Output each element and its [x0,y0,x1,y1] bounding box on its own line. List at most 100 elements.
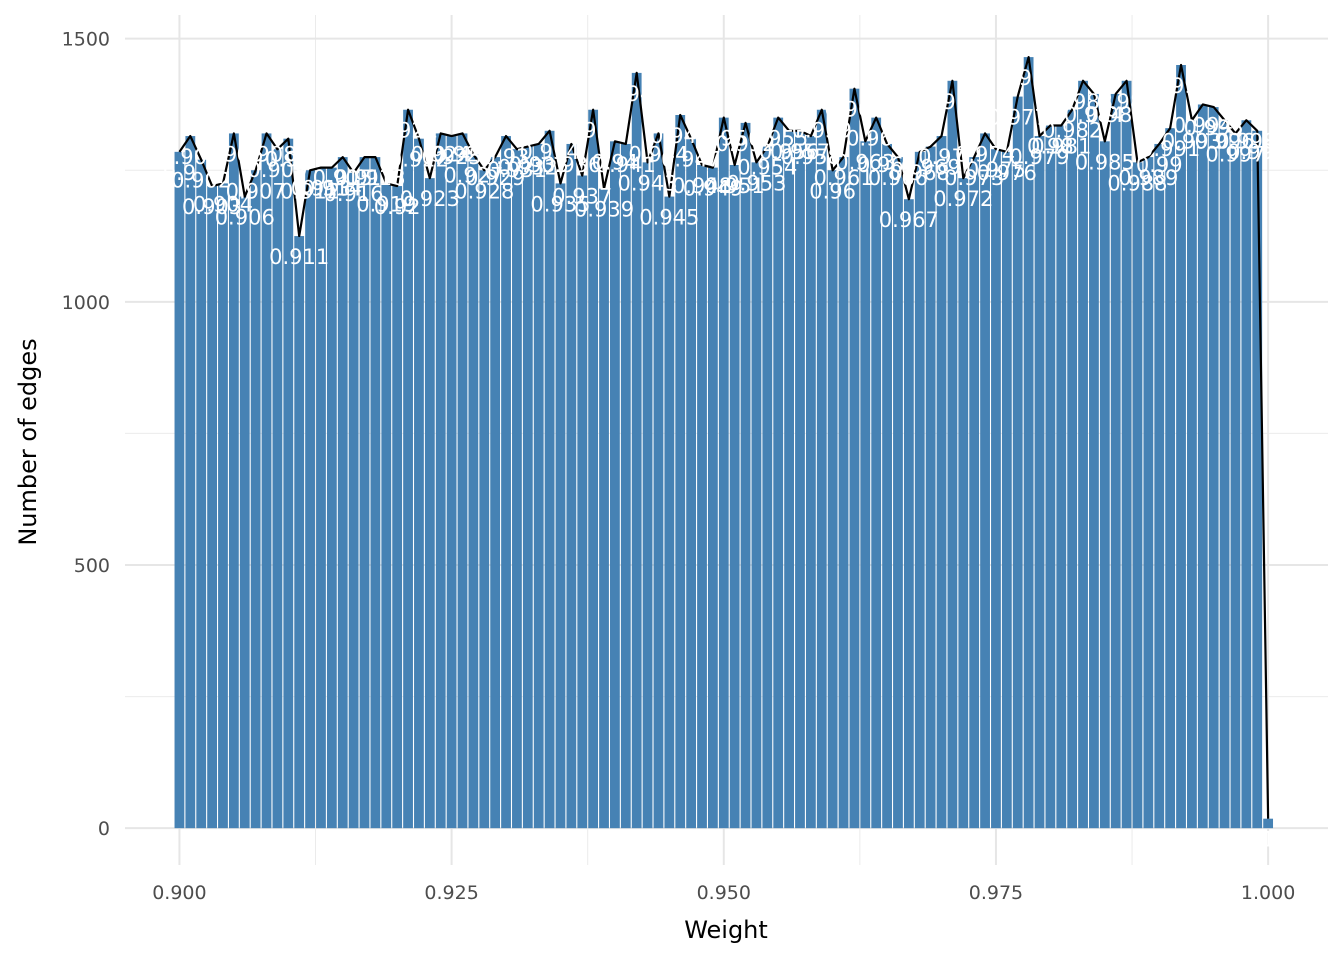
bar [424,178,435,829]
bar-label: 0.989 [1118,166,1178,190]
bar-label: 0.945 [639,206,699,230]
bar [729,165,740,829]
bar [218,183,228,829]
bar [239,196,250,829]
bar [577,175,588,829]
bar [1143,157,1154,829]
bar-label: 0.998 [1216,129,1276,153]
bar [250,170,261,829]
bar [1089,93,1099,829]
bar-label: 0.995 [1184,116,1244,140]
bar-label: 0.992 [1151,74,1211,98]
bar-label: 0.932 [498,156,558,180]
bar [969,157,980,829]
bar [816,109,827,829]
bar [1132,162,1143,829]
bar [903,199,914,829]
bar-label: 0.965 [857,153,917,177]
bar-label: 0.976 [977,161,1037,185]
bar-label: 0.9 [163,161,196,185]
bar-label: 0.921 [378,119,438,143]
bar-label: 0.934 [520,140,580,164]
x-tick-label: 0.975 [969,882,1023,904]
bar [533,143,544,829]
bar [653,133,664,829]
bar-label: 0.974 [955,142,1015,166]
bar-label: 0.988 [1107,171,1167,195]
bar-label: 0.968 [890,161,950,185]
bar-label: 0.98 [1027,135,1074,159]
bar [740,122,751,829]
bar [871,117,882,829]
bar [1208,107,1219,829]
bar [1154,143,1165,829]
bar [544,130,555,829]
bar-label: 0.967 [879,208,939,232]
bar-label: 0.943 [618,171,678,195]
bar-labels-layer: 0.90.9010.9020.9030.9040.9050.9060.9070.… [160,66,1287,852]
bar-label: 0.991 [1140,137,1200,161]
bar-label: 0.972 [933,187,993,211]
y-axis-title: Number of edges [14,338,42,545]
bar [1197,104,1208,829]
bar [1165,128,1176,829]
x-tick-label: 0.900 [152,882,206,904]
bar [751,162,762,829]
bar [1067,109,1078,829]
bar [707,167,718,829]
bar [207,186,217,829]
x-tick-label: 0.925 [424,882,478,904]
bar [501,136,511,829]
bar-label: 0.93 [483,145,530,169]
bar-label: 0.912 [280,179,340,203]
bar-label: 0.931 [487,158,547,182]
bar-label: 0.986 [1086,103,1146,127]
bar-label: 0.979 [1009,145,1069,169]
bar [555,183,566,829]
bar-label: 0.994 [1173,113,1233,137]
bar [610,141,620,829]
x-axis-title: Weight [684,916,768,944]
bar [893,157,903,829]
bar-label: 0.983 [1053,90,1113,114]
bar [718,117,729,829]
bar-label: 0.905 [204,142,264,166]
x-tick-label: 1.000 [1241,882,1295,904]
bar-label: 0.908 [236,142,296,166]
y-axis-ticks: 0 500 1000 1500 [62,29,110,840]
bar-label: 0.933 [509,153,569,177]
bar [566,143,577,829]
bar-label: 0.961 [813,166,873,190]
bar-label: 0.953 [726,171,786,195]
bar [1012,96,1023,829]
bar-label: 0.903 [182,195,242,219]
bar [1001,151,1012,829]
bar-label: 0.956 [759,140,819,164]
bar-label: 0.946 [650,124,710,148]
bar-label: 0.954 [737,156,797,180]
bar [697,165,707,829]
bar-label: 1 [1261,828,1274,852]
bar-label: 0.966 [868,166,928,190]
bar [1230,133,1241,829]
bar-label: 0.925 [422,145,482,169]
trend-line [178,56,1270,819]
bar-label: 0.923 [400,187,460,211]
bar-label: 0.964 [846,127,906,151]
bar-label: 0.911 [269,245,329,269]
bar-label: 0.907 [226,179,286,203]
bar [326,167,337,829]
bar [762,146,773,829]
bar-label: 0.928 [454,179,514,203]
bar-label: 0.975 [966,158,1026,182]
bar [936,136,947,829]
bar [1241,120,1252,829]
bar-label: 0.914 [302,177,362,201]
bar-label: 0.948 [672,174,732,198]
bar [272,149,283,829]
bar [599,188,609,829]
bar-label: 0.947 [661,148,721,172]
bar [686,138,697,829]
bar [468,154,479,829]
